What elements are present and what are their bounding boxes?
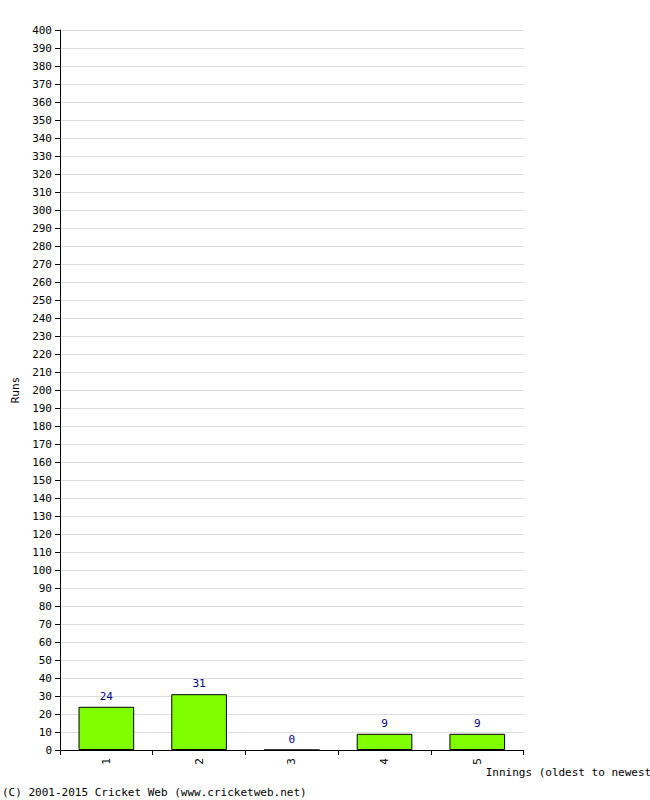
svg-text:0: 0 [45,744,52,757]
svg-text:240: 240 [32,312,52,325]
svg-text:120: 120 [32,528,52,541]
svg-text:390: 390 [32,42,52,55]
svg-text:80: 80 [39,600,52,613]
svg-text:360: 360 [32,96,52,109]
svg-text:250: 250 [32,294,52,307]
svg-text:60: 60 [39,636,52,649]
svg-text:2: 2 [193,758,206,765]
svg-text:400: 400 [32,24,52,37]
svg-text:180: 180 [32,420,52,433]
svg-text:350: 350 [32,114,52,127]
svg-text:Innings (oldest to newest): Innings (oldest to newest) [486,766,650,779]
svg-text:210: 210 [32,366,52,379]
svg-text:150: 150 [32,474,52,487]
svg-text:40: 40 [39,672,52,685]
svg-text:5: 5 [471,758,484,765]
svg-text:70: 70 [39,618,52,631]
svg-text:140: 140 [32,492,52,505]
svg-text:170: 170 [32,438,52,451]
svg-text:370: 370 [32,78,52,91]
svg-text:270: 270 [32,258,52,271]
svg-text:1: 1 [100,758,113,765]
svg-text:160: 160 [32,456,52,469]
svg-text:Runs: Runs [9,377,22,404]
svg-text:380: 380 [32,60,52,73]
svg-text:300: 300 [32,204,52,217]
svg-text:290: 290 [32,222,52,235]
svg-text:30: 30 [39,690,52,703]
svg-text:(C) 2001-2015 Cricket Web (www: (C) 2001-2015 Cricket Web (www.cricketwe… [2,786,307,799]
svg-text:280: 280 [32,240,52,253]
svg-text:0: 0 [288,733,295,746]
svg-text:31: 31 [192,677,205,690]
svg-text:50: 50 [39,654,52,667]
svg-text:90: 90 [39,582,52,595]
svg-text:100: 100 [32,564,52,577]
svg-text:9: 9 [474,717,481,730]
svg-text:9: 9 [381,717,388,730]
svg-text:220: 220 [32,348,52,361]
svg-text:3: 3 [285,758,298,765]
svg-text:190: 190 [32,402,52,415]
svg-text:4: 4 [378,758,391,765]
svg-text:320: 320 [32,168,52,181]
svg-text:110: 110 [32,546,52,559]
svg-text:310: 310 [32,186,52,199]
svg-text:20: 20 [39,708,52,721]
svg-text:10: 10 [39,726,52,739]
svg-text:230: 230 [32,330,52,343]
svg-text:330: 330 [32,150,52,163]
svg-text:24: 24 [100,690,114,703]
svg-text:200: 200 [32,384,52,397]
svg-text:340: 340 [32,132,52,145]
svg-text:130: 130 [32,510,52,523]
svg-text:260: 260 [32,276,52,289]
